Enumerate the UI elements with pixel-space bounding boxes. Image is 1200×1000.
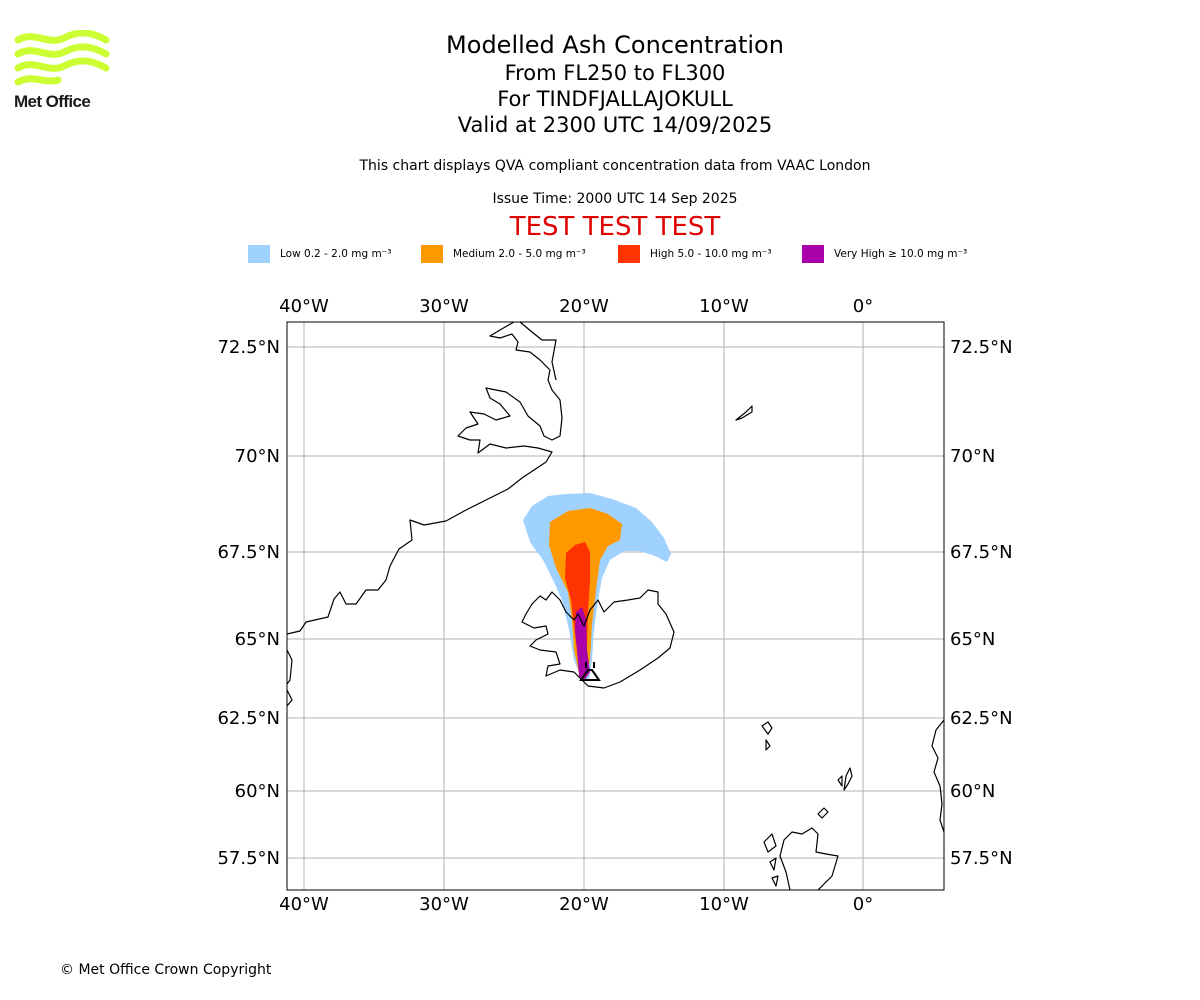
legend-swatch-medium [421, 245, 443, 263]
longitude-labels-bottom: 40°W 30°W 20°W 10°W 0° [279, 894, 873, 915]
lat-label-left-70n: 70°N [235, 446, 280, 467]
met-office-wave-icon [14, 29, 110, 86]
map-gridlines [287, 322, 944, 890]
longitude-labels-top: 40°W 30°W 20°W 10°W 0° [279, 296, 873, 317]
map-frame [286, 321, 945, 891]
lon-label-top-10w: 10°W [699, 296, 749, 317]
lat-label-left-72-5n: 72.5°N [217, 337, 280, 358]
lon-label-top-0: 0° [853, 296, 873, 317]
lon-label-bottom-10w: 10°W [699, 894, 749, 915]
lat-label-left-65n: 65°N [235, 629, 280, 650]
lon-label-top-40w: 40°W [279, 296, 329, 317]
title-line-3: For TINDFJALLAJOKULL [497, 87, 733, 111]
legend-item-high: High 5.0 - 10.0 mg m⁻³ [618, 244, 772, 264]
issue-time: Issue Time: 2000 UTC 14 Sep 2025 [492, 191, 738, 207]
legend-label-low: Low 0.2 - 2.0 mg m⁻³ [280, 248, 392, 260]
test-banner: TEST TEST TEST [509, 212, 721, 242]
lat-label-right-67-5n: 67.5°N [950, 542, 1013, 563]
lat-label-right-70n: 70°N [950, 446, 995, 467]
legend-swatch-low [248, 245, 270, 263]
legend-swatch-high [618, 245, 640, 263]
chart-title-block: Modelled Ash Concentration From FL250 to… [0, 30, 1200, 138]
legend-item-medium: Medium 2.0 - 5.0 mg m⁻³ [421, 244, 586, 264]
coastlines [286, 321, 945, 891]
legend-swatch-very-high [802, 245, 824, 263]
lon-label-bottom-0: 0° [853, 894, 873, 915]
lat-label-right-65n: 65°N [950, 629, 995, 650]
lat-label-right-72-5n: 72.5°N [950, 337, 1013, 358]
lon-label-top-30w: 30°W [419, 296, 469, 317]
met-office-wordmark: Met Office [14, 92, 91, 111]
lat-label-right-62-5n: 62.5°N [950, 708, 1013, 729]
latitude-labels-right: 72.5°N 70°N 67.5°N 65°N 62.5°N 60°N 57.5… [950, 337, 1013, 869]
volcano-marker-icon [579, 662, 601, 681]
lat-label-left-62-5n: 62.5°N [217, 708, 280, 729]
met-office-logo: Met Office [14, 29, 110, 112]
lat-label-left-67-5n: 67.5°N [217, 542, 280, 563]
lon-label-bottom-40w: 40°W [279, 894, 329, 915]
legend-item-very-high: Very High ≥ 10.0 mg m⁻³ [802, 244, 967, 264]
lon-label-bottom-30w: 30°W [419, 894, 469, 915]
legend-label-high: High 5.0 - 10.0 mg m⁻³ [650, 248, 772, 260]
lat-label-left-60n: 60°N [235, 781, 280, 802]
legend-item-low: Low 0.2 - 2.0 mg m⁻³ [248, 244, 391, 264]
subtitle: This chart displays QVA compliant concen… [359, 158, 871, 174]
lon-label-top-20w: 20°W [559, 296, 609, 317]
lat-label-right-57-5n: 57.5°N [950, 848, 1013, 869]
latitude-labels-left: 72.5°N 70°N 67.5°N 65°N 62.5°N 60°N 57.5… [217, 337, 280, 869]
lat-label-left-57-5n: 57.5°N [217, 848, 280, 869]
legend-label-very-high: Very High ≥ 10.0 mg m⁻³ [834, 248, 968, 260]
legend-label-medium: Medium 2.0 - 5.0 mg m⁻³ [453, 248, 586, 260]
copyright-notice: © Met Office Crown Copyright [60, 962, 272, 978]
lat-label-right-60n: 60°N [950, 781, 995, 802]
title-line-2: From FL250 to FL300 [504, 61, 726, 85]
title-line-1: Modelled Ash Concentration [446, 31, 784, 59]
lon-label-bottom-20w: 20°W [559, 894, 609, 915]
title-line-4: Valid at 2300 UTC 14/09/2025 [457, 113, 773, 137]
